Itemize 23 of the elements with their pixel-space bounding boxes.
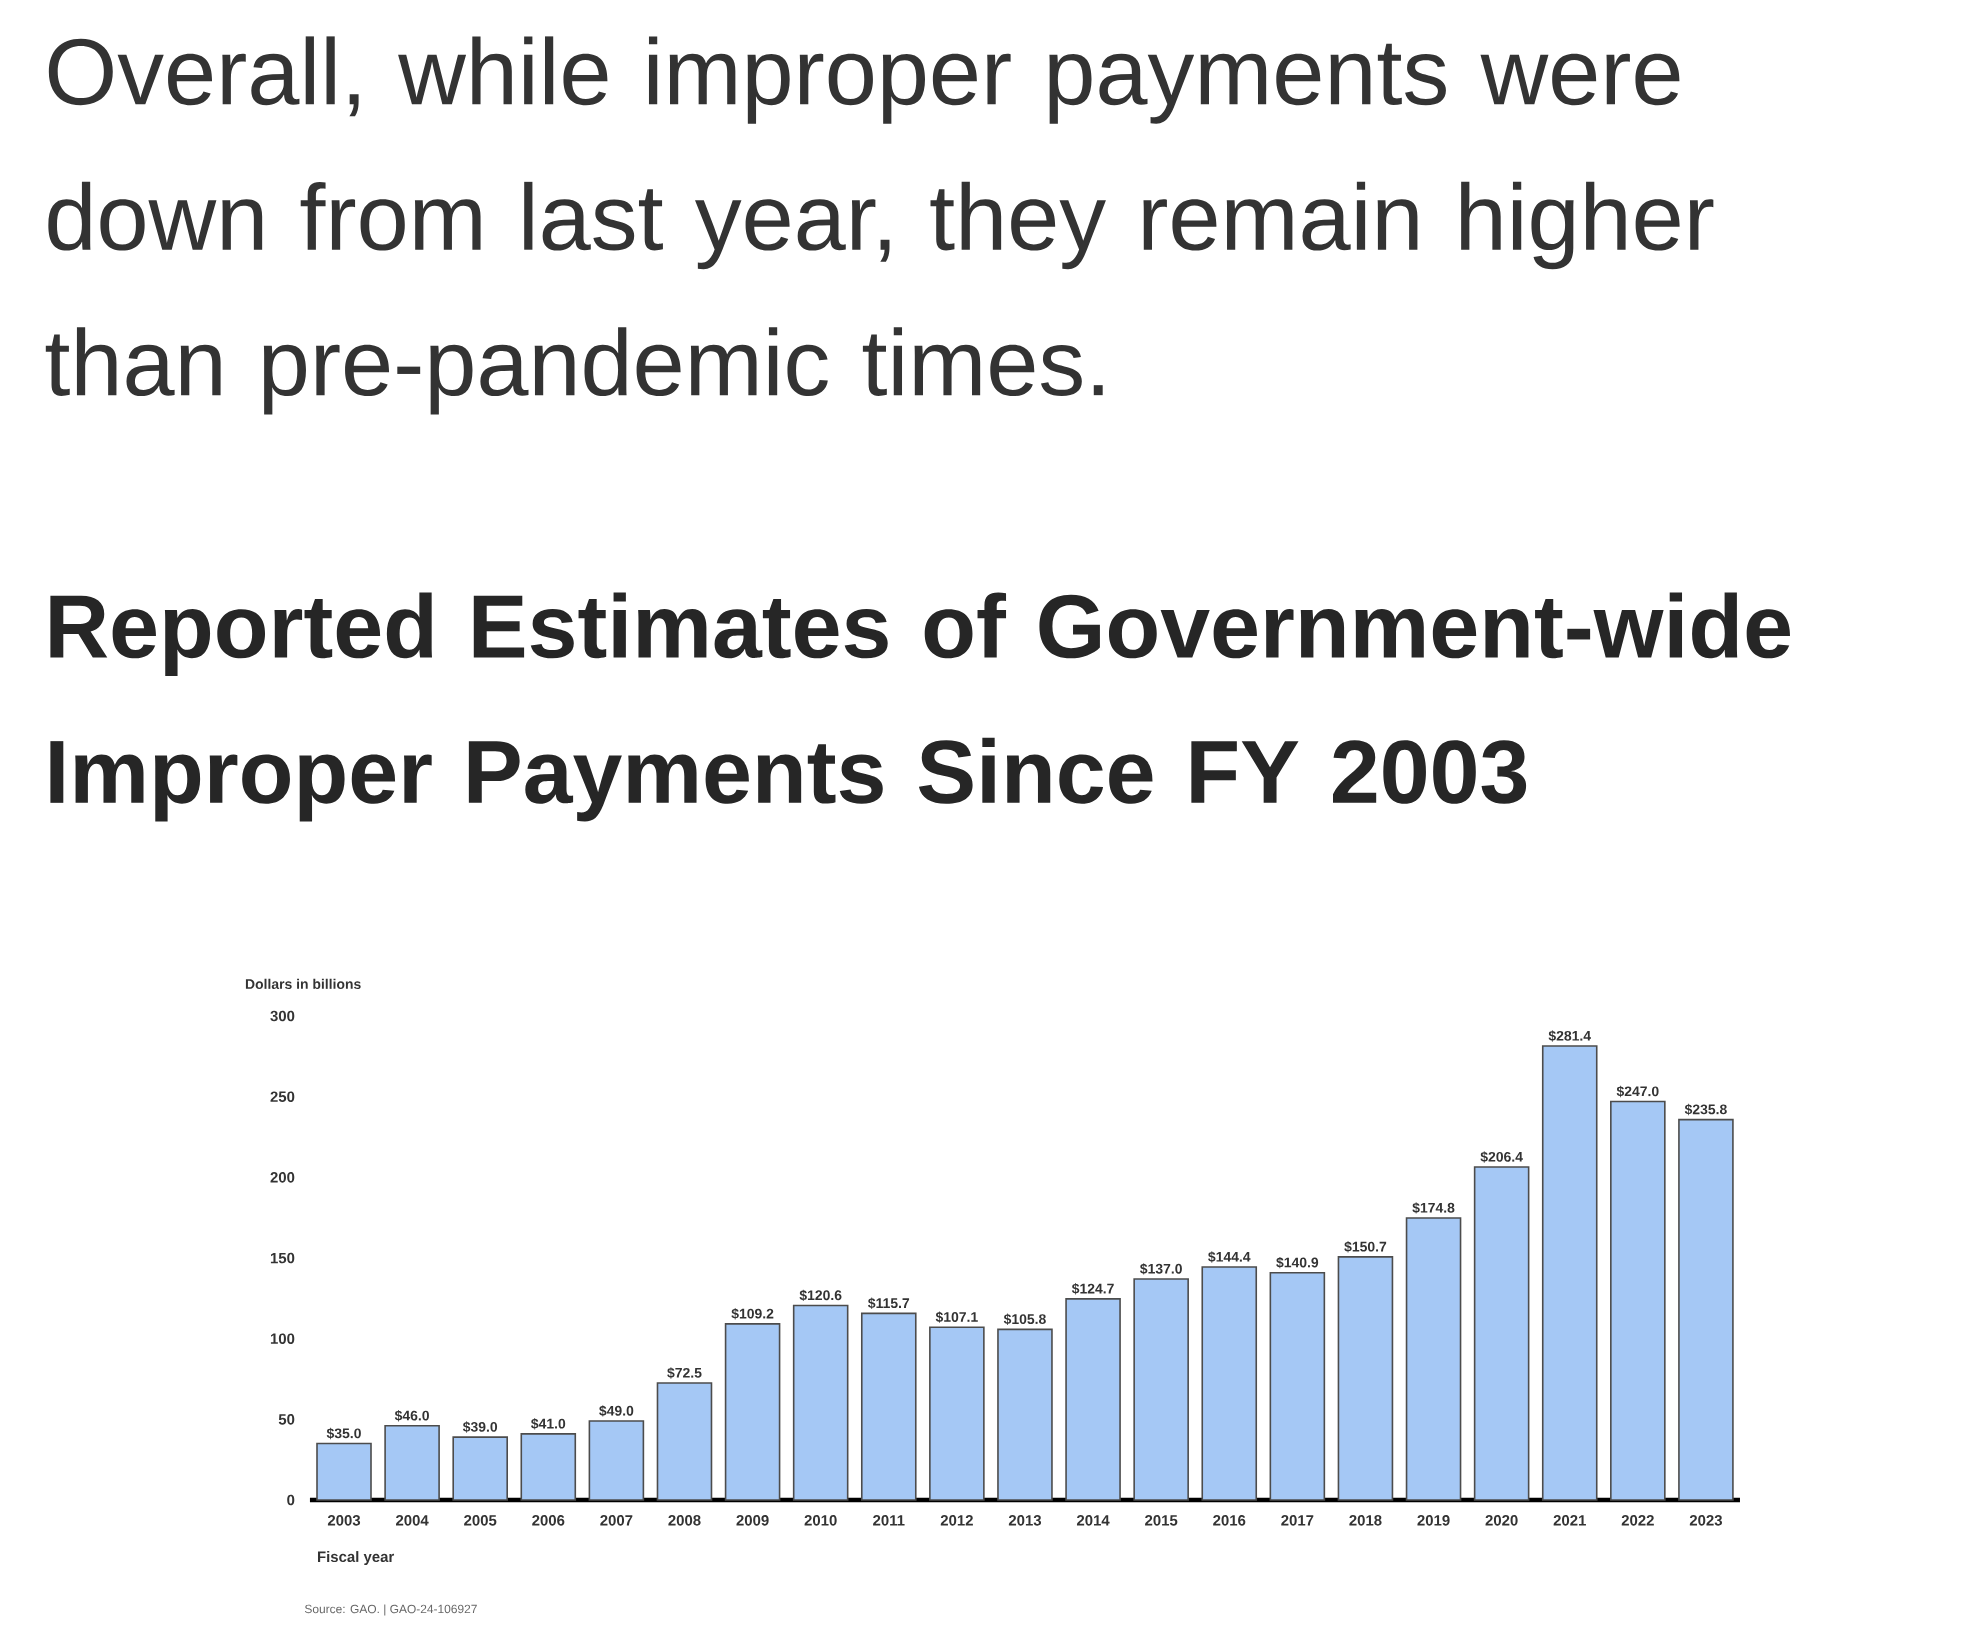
bar xyxy=(1678,1118,1734,1501)
bar xyxy=(929,1326,985,1501)
bar xyxy=(588,1420,645,1501)
bar xyxy=(384,1425,440,1501)
chart-title: Reported Estimates of Government-wide Improper Payments Since FY 2003 xyxy=(50,592,1790,822)
bar xyxy=(1201,1266,1258,1501)
bar xyxy=(792,1304,849,1501)
bar xyxy=(520,1433,577,1501)
bar xyxy=(1337,1256,1394,1501)
bar xyxy=(1541,1045,1598,1501)
bar xyxy=(1405,1217,1462,1501)
bar xyxy=(656,1382,713,1501)
bar xyxy=(452,1436,508,1501)
bar xyxy=(860,1312,917,1501)
bar xyxy=(1610,1100,1666,1501)
bar xyxy=(316,1442,372,1501)
bar xyxy=(1269,1271,1326,1501)
text: Overall, while improper payments were down from last year, they remain higher than pre-pandemic times. xyxy=(45,36,1714,415)
bar xyxy=(1133,1278,1189,1501)
bar xyxy=(1065,1298,1121,1501)
bar xyxy=(997,1328,1053,1501)
bar xyxy=(724,1323,781,1501)
bar xyxy=(1473,1166,1530,1501)
